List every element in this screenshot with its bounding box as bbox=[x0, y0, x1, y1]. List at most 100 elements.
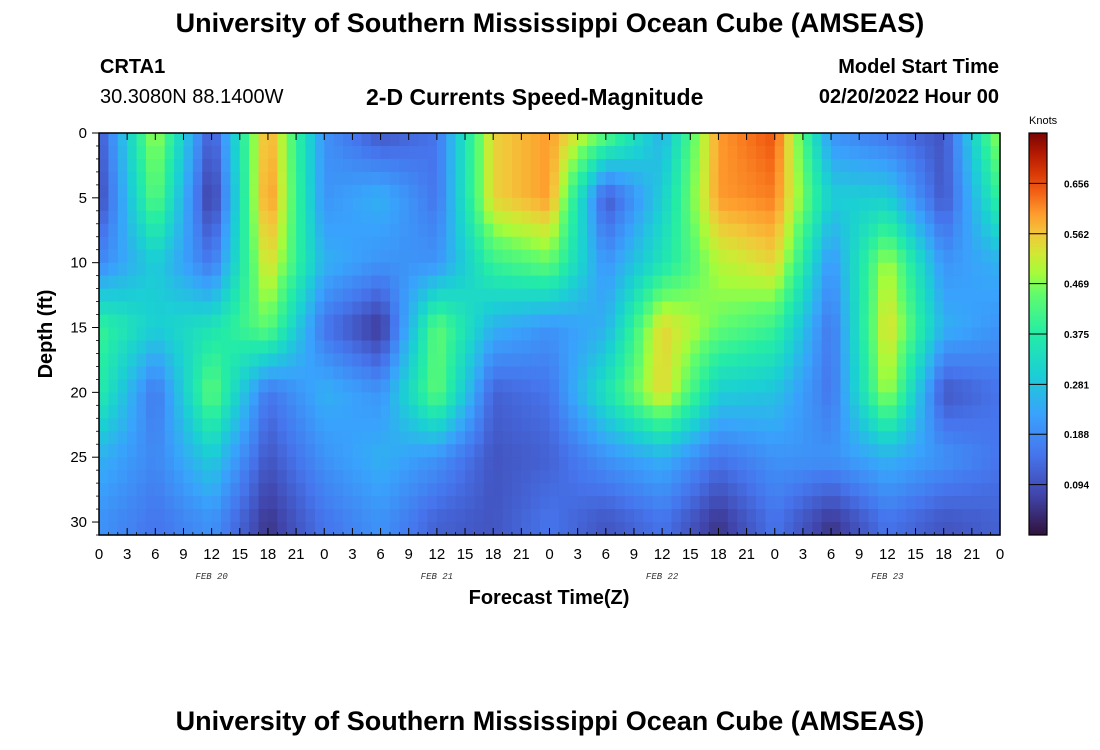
heatmap-cell bbox=[943, 133, 954, 147]
heatmap-cell bbox=[737, 483, 748, 497]
heatmap-cell bbox=[183, 184, 194, 199]
heatmap-cell bbox=[962, 457, 973, 471]
heatmap-cell bbox=[99, 236, 109, 251]
heatmap-cell bbox=[577, 366, 588, 380]
heatmap-cell bbox=[605, 392, 616, 406]
heatmap-cell bbox=[99, 145, 109, 160]
heatmap-cell bbox=[502, 210, 513, 225]
heatmap-cell bbox=[943, 457, 954, 471]
heatmap-cell bbox=[108, 158, 119, 173]
heatmap-cell bbox=[277, 210, 288, 225]
heatmap-cell bbox=[746, 171, 757, 186]
heatmap-cell bbox=[953, 275, 964, 290]
heatmap-cell bbox=[596, 223, 607, 238]
heatmap-cell bbox=[183, 457, 194, 471]
heatmap-cell bbox=[624, 223, 635, 238]
heatmap-cell bbox=[849, 236, 860, 251]
heatmap-cell bbox=[831, 392, 842, 406]
heatmap-cell bbox=[924, 509, 935, 523]
heatmap-cell bbox=[474, 158, 485, 173]
heatmap-cell bbox=[755, 418, 766, 432]
heatmap-cell bbox=[352, 223, 363, 238]
heatmap-cell bbox=[680, 288, 691, 303]
heatmap-cell bbox=[108, 470, 119, 484]
heatmap-cell bbox=[99, 431, 109, 445]
heatmap-cell bbox=[249, 366, 260, 380]
heatmap-cell bbox=[633, 457, 644, 471]
heatmap-cell bbox=[474, 301, 485, 316]
heatmap-cell bbox=[249, 327, 260, 342]
heatmap-cell bbox=[361, 483, 372, 497]
heatmap-cell bbox=[493, 418, 504, 432]
heatmap-cell bbox=[427, 405, 438, 419]
heatmap-cell bbox=[831, 327, 842, 342]
heatmap-cell bbox=[380, 327, 391, 342]
heatmap-cell bbox=[906, 379, 917, 393]
heatmap-cell bbox=[465, 171, 476, 186]
heatmap-cell bbox=[755, 405, 766, 419]
heatmap-cell bbox=[389, 223, 400, 238]
heatmap-cell bbox=[746, 301, 757, 316]
heatmap-cell bbox=[164, 457, 175, 471]
heatmap-cell bbox=[812, 275, 823, 290]
heatmap-cell bbox=[389, 314, 400, 329]
heatmap-cell bbox=[399, 509, 410, 523]
heatmap-cell bbox=[221, 418, 231, 432]
heatmap-cell bbox=[699, 275, 710, 290]
heatmap-cell bbox=[530, 353, 541, 368]
heatmap-cell bbox=[943, 249, 954, 264]
heatmap-cell bbox=[399, 236, 410, 251]
heatmap-cell bbox=[493, 483, 504, 497]
heatmap-cell bbox=[267, 470, 278, 484]
heatmap-cell bbox=[859, 275, 870, 290]
heatmap-cell bbox=[868, 158, 879, 173]
heatmap-cell bbox=[174, 470, 185, 484]
heatmap-cell bbox=[727, 340, 738, 355]
heatmap-cell bbox=[455, 171, 466, 186]
heatmap-cell bbox=[455, 470, 466, 484]
heatmap-cell bbox=[587, 236, 598, 251]
heatmap-cell bbox=[680, 223, 691, 238]
heatmap-cell bbox=[540, 275, 551, 290]
heatmap-cell bbox=[877, 431, 888, 445]
heatmap-cell bbox=[587, 184, 598, 199]
heatmap-cell bbox=[521, 418, 532, 432]
heatmap-cell bbox=[174, 366, 185, 380]
heatmap-cell bbox=[99, 483, 109, 497]
heatmap-cell bbox=[399, 301, 410, 316]
heatmap-cell bbox=[164, 223, 175, 238]
heatmap-cell bbox=[502, 197, 513, 212]
heatmap-cell bbox=[633, 405, 644, 419]
heatmap-cell bbox=[446, 405, 457, 419]
heatmap-cell bbox=[605, 236, 616, 251]
heatmap-cell bbox=[971, 418, 982, 432]
heatmap-cell bbox=[549, 496, 560, 510]
heatmap-cell bbox=[127, 288, 138, 303]
heatmap-cell bbox=[249, 431, 260, 445]
heatmap-cell bbox=[511, 418, 522, 432]
heatmap-cell bbox=[887, 509, 898, 523]
heatmap-cell bbox=[737, 288, 748, 303]
heatmap-cell bbox=[483, 314, 494, 329]
heatmap-cell bbox=[662, 405, 673, 419]
heatmap-cell bbox=[436, 379, 447, 393]
heatmap-cell bbox=[859, 210, 870, 225]
heatmap-cell bbox=[859, 262, 870, 277]
heatmap-cell bbox=[755, 522, 766, 536]
heatmap-cell bbox=[971, 171, 982, 186]
heatmap-cell bbox=[511, 392, 522, 406]
heatmap-cell bbox=[399, 353, 410, 368]
heatmap-cell bbox=[971, 262, 982, 277]
heatmap-cell bbox=[746, 405, 757, 419]
y-tick-label: 20 bbox=[70, 384, 87, 401]
day-label: FEB 22 bbox=[646, 572, 679, 582]
heatmap-cell bbox=[108, 366, 119, 380]
heatmap-cell bbox=[990, 509, 1001, 523]
heatmap-cell bbox=[934, 262, 945, 277]
heatmap-cell bbox=[915, 314, 926, 329]
heatmap-cell bbox=[155, 314, 166, 329]
heatmap-cell bbox=[718, 249, 729, 264]
heatmap-cell bbox=[324, 470, 335, 484]
heatmap-cell bbox=[371, 444, 382, 458]
heatmap-cell bbox=[774, 288, 785, 303]
